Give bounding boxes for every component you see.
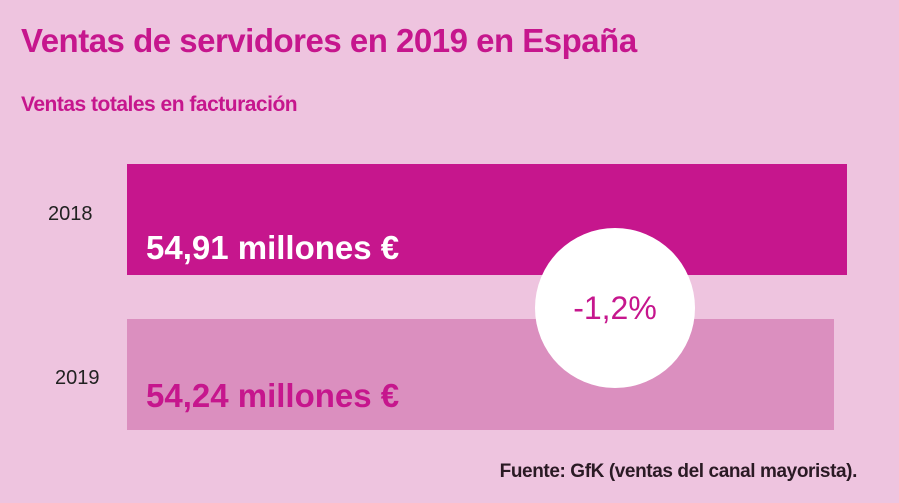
chart-subtitle: Ventas totales en facturación [21, 93, 298, 116]
source-note: Fuente: GfK (ventas del canal mayorista)… [499, 461, 858, 482]
bar-2018 [127, 164, 847, 275]
change-value: -1,2% [573, 289, 657, 326]
data-label-2018: 54,91 millones € [146, 229, 400, 266]
chart-title: Ventas de servidores en 2019 en España [21, 22, 637, 59]
category-label-2019: 2019 [55, 367, 100, 389]
data-label-2019: 54,24 millones € [146, 377, 400, 414]
change-badge: -1,2% [535, 228, 695, 388]
category-label-2018: 2018 [48, 203, 93, 225]
bar-2019 [127, 319, 835, 430]
